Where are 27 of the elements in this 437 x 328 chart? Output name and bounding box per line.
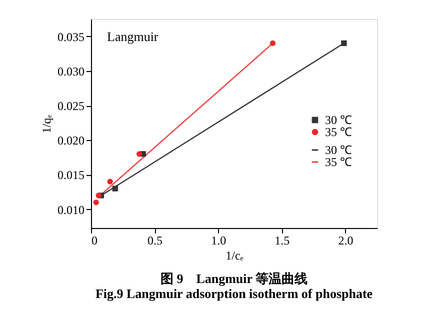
- legend-label: 35 ℃: [325, 125, 352, 139]
- point: [93, 200, 99, 206]
- point: [270, 40, 276, 46]
- annotation: Langmuir: [107, 29, 159, 44]
- x-tick-label: 0: [92, 234, 98, 248]
- point: [96, 192, 102, 198]
- point: [112, 186, 118, 192]
- x-tick-label: 1.0: [211, 234, 226, 248]
- x-tick-label: 1.5: [274, 234, 290, 248]
- point: [341, 40, 347, 46]
- y-tick-label: 0.015: [58, 168, 84, 182]
- point: [136, 151, 142, 157]
- x-tick-label: 0.5: [148, 234, 163, 248]
- legend-label: 30 ℃: [325, 143, 352, 157]
- legend-label: 30 ℃: [325, 113, 352, 127]
- y-tick-label: 0.035: [58, 30, 84, 44]
- y-tick-label: 0.025: [58, 99, 84, 114]
- caption: Fig.9 Langmuir adsorption isotherm of phosphate: [95, 286, 373, 301]
- y-tick-label: 0.010: [58, 202, 84, 217]
- x-tick-label: 2.0: [338, 234, 354, 248]
- caption: 图 9 Langmuir 等温曲线: [160, 271, 308, 286]
- y-axis-title: 1/qₑ: [40, 114, 54, 134]
- y-tick-label: 0.030: [58, 64, 84, 78]
- point: [107, 178, 113, 184]
- x-axis-title: 1/cₑ: [226, 248, 244, 262]
- y-tick-label: 0.020: [58, 134, 84, 148]
- legend-label: 35 ℃: [325, 155, 352, 169]
